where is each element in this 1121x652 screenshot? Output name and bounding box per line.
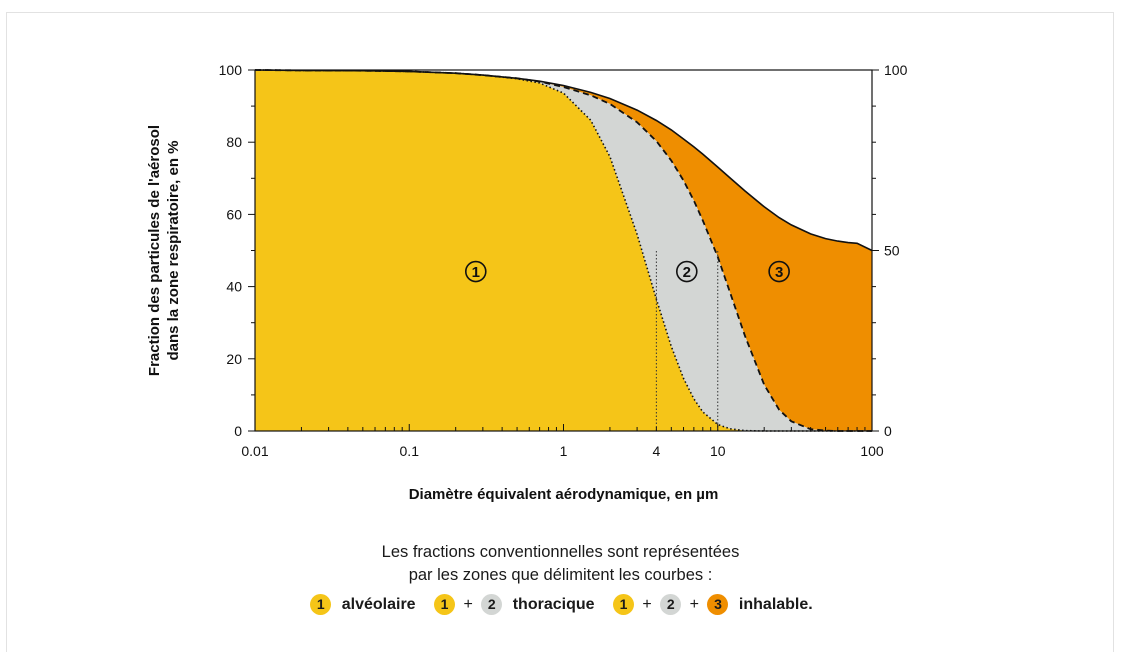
curve-alveolaire (254, 69, 872, 432)
x-axis-label: Diamètre équivalent aérodynamique, en µm (409, 486, 719, 503)
y-tick-label-left: 80 (226, 134, 242, 150)
caption-line-1: Les fractions conventionnelles sont repr… (381, 543, 740, 561)
x-tick-label: 10 (710, 443, 726, 459)
y-tick-label-left: 100 (219, 62, 243, 78)
zone-label-1: 1 (472, 264, 480, 281)
y-tick-label-left: 40 (226, 279, 242, 295)
y-tick-label-right: 50 (884, 243, 900, 259)
y-axis-label-line-1: Fraction des particules de l'aérosol (146, 125, 163, 376)
legend-badge-1: 1 (310, 594, 332, 615)
legend-plus: + (689, 595, 700, 613)
legend: 1 alvéolaire 1 + 2 thoracique 1 + 2 + 3 … (0, 594, 1121, 615)
zone-3-area (255, 70, 872, 431)
zone-label-circle-2 (675, 260, 698, 283)
y-tick-label-left: 60 (226, 206, 242, 222)
y-tick-label-right: 0 (884, 423, 892, 439)
caption: Les fractions conventionnelles sont repr… (0, 541, 1121, 587)
x-tick-label: 0.01 (241, 443, 268, 459)
curve-inhalable (254, 69, 873, 252)
legend-label-inhalable: inhalable. (738, 595, 813, 613)
legend-badge-1: 1 (434, 594, 456, 615)
legend-badge-3: 3 (707, 594, 729, 615)
legend-item-thoracique: 1 + 2 thoracique (432, 594, 595, 615)
legend-badge-2: 2 (481, 594, 503, 615)
zone-label-circle-1 (464, 260, 487, 283)
y-tick-label-left: 0 (234, 423, 242, 439)
y-tick-label-left: 20 (226, 351, 242, 367)
zone-1-area (255, 70, 872, 431)
chart-root: 0.01 0.1 1 4 10 100020406080100050100Diamètre… (146, 62, 908, 503)
legend-badge-1: 1 (612, 594, 634, 615)
x-tick-label: 1 (560, 443, 568, 459)
legend-plus: + (642, 595, 652, 613)
y-axis-label-line-2: dans la zone respiratoire, en % (165, 140, 182, 360)
caption-line-2: par les zones que délimitent les courbes… (408, 566, 713, 584)
legend-plus: + (463, 595, 473, 613)
legend-item-alveolaire: 1 alvéolaire (308, 594, 416, 615)
x-tick-label: 4 (652, 443, 660, 459)
zone-label-circle-3 (768, 260, 790, 283)
legend-label-alveolaire: alvéolaire (341, 595, 416, 613)
legend-label-thoracique: thoracique (512, 595, 595, 613)
zone-label-2: 2 (683, 264, 691, 281)
x-tick-label: 100 (860, 443, 884, 459)
zone-2-area (255, 70, 872, 431)
legend-item-inhalable: 1 + 2 + 3 inhalable. (611, 594, 813, 615)
y-tick-label-right: 100 (884, 62, 908, 78)
x-tick-label: 0.1 (400, 443, 420, 459)
legend-badge-2: 2 (660, 594, 682, 615)
zone-label-3: 3 (775, 264, 783, 281)
